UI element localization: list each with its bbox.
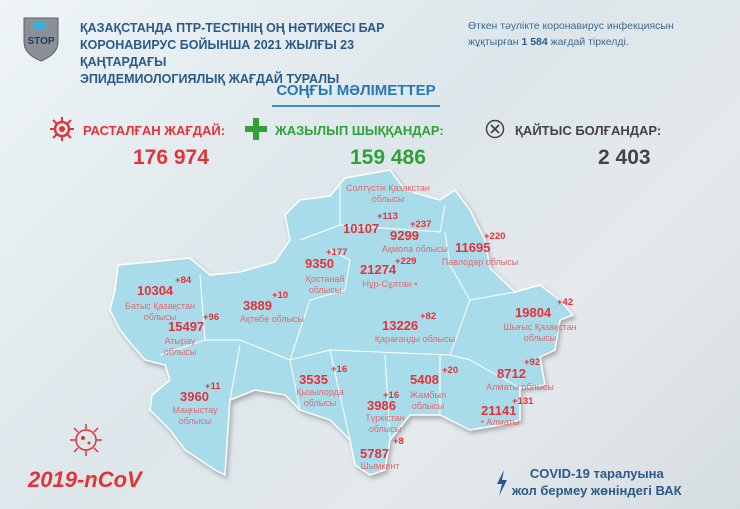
section-title: СОҢҒЫ МӘЛІМЕТТЕР [272, 82, 440, 107]
daily-count: 1 584 [521, 36, 548, 48]
virus-icon [50, 117, 74, 141]
region-name: Шығыс Қазақстан облысы [503, 322, 577, 343]
vak-caption: COVID-19 таралуына жол бермеу жөніндегі В… [512, 465, 682, 499]
region-total: 9299 [390, 228, 419, 243]
region-name: Шымкент [360, 461, 400, 471]
vak-line: жол бермеу жөніндегі ВАК [512, 483, 682, 498]
region-total: 10107 [343, 221, 380, 236]
region-delta: +113 [377, 211, 398, 222]
title-line: ҚАЗАҚСТАНДА ПТР-ТЕСТІНІҢ ОҢ НӘТИЖЕСІ БАР [80, 21, 385, 35]
region-name: Қарағанды облысы [374, 334, 456, 344]
region-name: Түркістан облысы [365, 413, 405, 434]
region-total: 3986 [367, 398, 396, 413]
region-delta: +11 [205, 381, 221, 392]
region-total: 3960 [180, 389, 209, 404]
region-delta: +220 [484, 231, 506, 242]
note-text: Өткен тәулікте коронавирус инфекциясын ж… [468, 20, 674, 48]
region-delta: +20 [442, 365, 459, 376]
confirmed-label: РАСТАЛҒАН ЖАҒДАЙ: [83, 123, 226, 138]
recovered-value: 159 486 [350, 146, 426, 169]
region-delta: +229 [395, 256, 417, 267]
region-total: 21274 [360, 262, 397, 277]
region-total: 5787 [360, 446, 389, 461]
region-total: 5408 [410, 372, 439, 387]
daily-note: Өткен тәулікте коронавирус инфекциясын ж… [468, 18, 708, 50]
region-total: 21141 [481, 403, 517, 418]
note-text: жағдай тіркелді. [550, 36, 629, 48]
region-delta: +82 [420, 311, 437, 322]
region-name: Жамбыл облысы [409, 390, 447, 411]
vak-line: COVID-19 таралуына [529, 466, 664, 481]
plus-icon [245, 118, 267, 140]
region-total: 11695 [455, 240, 491, 255]
region-name: Павлодар облысы [441, 257, 519, 267]
region-total: 15497 [168, 319, 205, 334]
logo-text: STOP [27, 36, 54, 47]
region-name: Батыс Қазақстан облысы [124, 301, 196, 322]
region-name: Солтүстік Қазақстан облысы [346, 183, 430, 204]
region-total: 8712 [497, 366, 526, 381]
page-title: ҚАЗАҚСТАНДА ПТР-ТЕСТІНІҢ ОҢ НӘТИЖЕСІ БАР… [80, 20, 430, 88]
region-delta: +92 [524, 357, 541, 368]
title-line: ЭПИДЕМИОЛОГИЯЛЫҚ ЖАҒДАЙ ТУРАЛЫ [80, 72, 340, 86]
confirmed-value: 176 974 [133, 146, 209, 169]
region-delta: +131 [512, 396, 534, 407]
region-name: • Алматы [480, 417, 520, 427]
map-shape [109, 169, 575, 477]
region-delta: +84 [175, 275, 192, 286]
region-name: Маңғыстау облысы [172, 405, 218, 426]
deaths-label: ҚАЙТЫС БОЛҒАНДАР: [515, 123, 662, 138]
region-name: Ақтөбе облысы [239, 314, 305, 324]
region-total: 13226 [382, 318, 419, 333]
region-delta: +16 [383, 390, 400, 401]
region-delta: +16 [331, 364, 348, 375]
lightning-icon [497, 470, 507, 496]
region-total: 9350 [305, 256, 334, 271]
region-name: Ақмола облысы [381, 244, 449, 254]
region-total: 19804 [515, 305, 552, 320]
region-delta: +96 [203, 312, 220, 323]
region-total: 10304 [137, 283, 174, 298]
region-delta: +8 [393, 436, 404, 447]
stop-shield-logo: STOP [23, 17, 59, 62]
x-circle-icon [485, 119, 505, 139]
title-line: КОРОНАВИРУС БОЙЫНША 2021 ЖЫЛҒЫ 23 ҚАҢТАР… [80, 38, 355, 69]
recovered-label: ЖАЗЫЛЫП ШЫҚҚАНДАР: [275, 123, 444, 138]
deaths-value: 2 403 [598, 146, 651, 169]
region-name: Нұр-Сұлтан • [362, 279, 418, 289]
region-name: Алматы облысы [486, 382, 554, 392]
region-delta: +10 [272, 290, 289, 301]
region-name: Қызылорда облысы [296, 387, 344, 408]
region-name: Қостанай облысы [305, 274, 345, 295]
region-name: Атырау облысы [163, 336, 197, 357]
region-delta: +177 [326, 247, 348, 258]
region-borders [159, 182, 521, 441]
region-delta: +42 [557, 297, 574, 308]
region-total: 3535 [299, 372, 328, 387]
region-total: 3889 [243, 298, 272, 313]
region-delta: +237 [410, 219, 432, 230]
ncov-label: 2019-nCoV [28, 467, 142, 492]
coronavirus-icon [70, 424, 102, 456]
